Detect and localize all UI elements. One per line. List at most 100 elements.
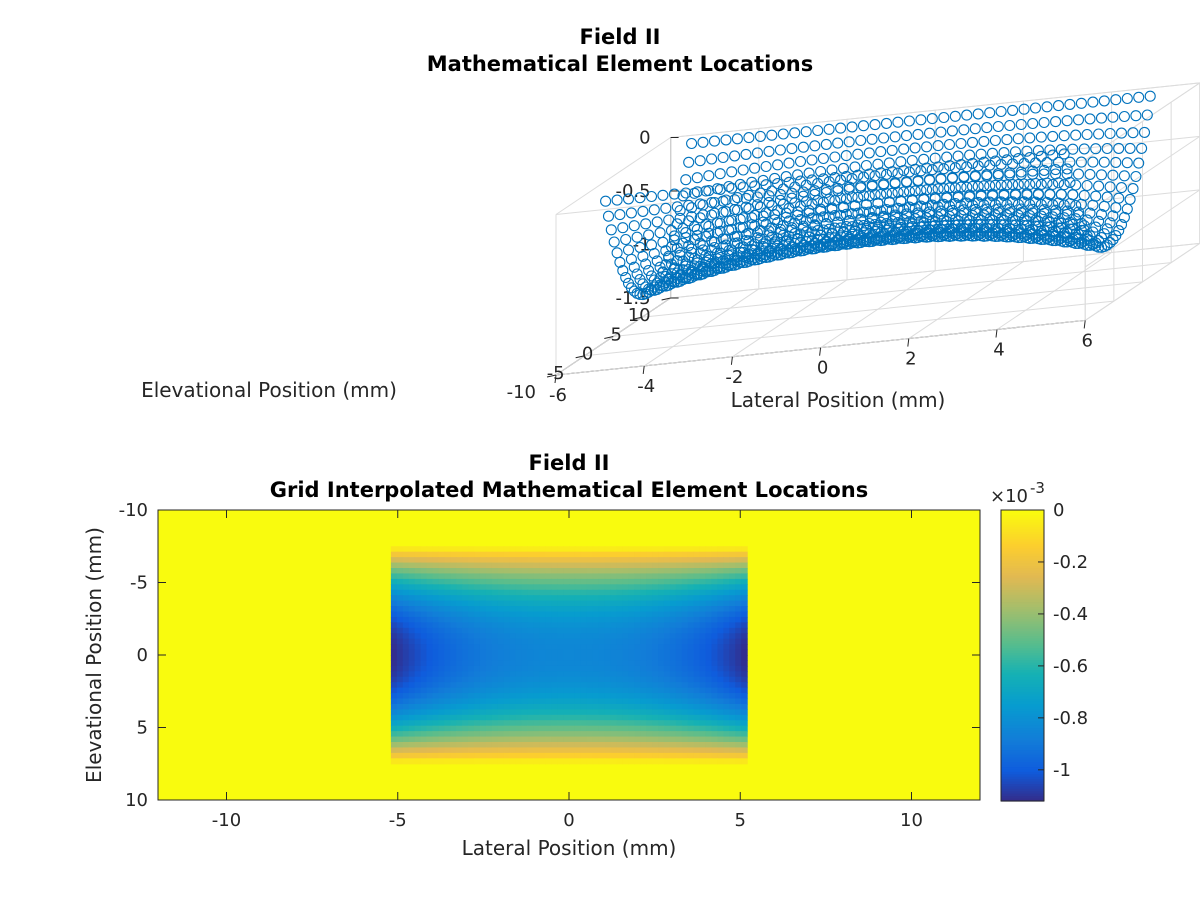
heatmap-cell [735, 578, 742, 585]
heatmap-cell [622, 562, 629, 569]
heatmap-cell [669, 671, 677, 678]
heatmap-cell [396, 758, 404, 765]
heatmap-cell [551, 627, 558, 634]
heatmap-cell [468, 703, 475, 710]
heatmap-cell [663, 622, 671, 629]
heatmap-cell [497, 578, 505, 585]
heatmap-cell [462, 709, 469, 716]
heatmap-cell [646, 676, 653, 683]
heatmap-cell [622, 638, 629, 645]
surface-marker [651, 277, 663, 289]
heatmap-cell [557, 649, 564, 656]
heatmap-cell [586, 742, 594, 749]
heatmap-cell [729, 606, 736, 613]
surface-marker [909, 163, 921, 175]
heatmap-cell [545, 758, 552, 765]
heatmap-cell [468, 665, 475, 672]
heatmap-cell [444, 589, 451, 596]
heatmap-cell [658, 709, 665, 716]
heatmap-cell [402, 606, 410, 613]
heatmap-cell [414, 742, 422, 749]
heatmap-cell [628, 562, 635, 569]
heatmap-cell [420, 633, 428, 640]
heatmap-cell [503, 693, 511, 700]
heatmap-cell [741, 742, 748, 749]
surface-marker [700, 249, 712, 262]
heatmap-cell [402, 676, 410, 683]
surface-marker [1090, 143, 1102, 155]
heatmap-cell [569, 687, 576, 694]
heatmap-cell [586, 546, 594, 553]
heatmap-cell [580, 660, 588, 667]
heatmap-cell [598, 687, 606, 694]
surface-marker [863, 147, 875, 159]
heatmap-cell [741, 584, 748, 591]
heatmap-cell [658, 595, 665, 602]
x-tick-mark [554, 374, 557, 384]
surface-marker [729, 194, 741, 206]
heatmap-cell [705, 600, 713, 607]
heatmap-cell [527, 682, 534, 689]
heatmap-cell [515, 589, 523, 596]
heatmap-cell [539, 633, 546, 640]
surface-marker [923, 173, 936, 185]
heatmap-cell [450, 606, 457, 613]
surface-marker [975, 148, 987, 160]
heatmap-cell [658, 714, 665, 721]
heatmap-cell [592, 551, 600, 558]
heatmap-cell [610, 551, 618, 558]
colorbar-band [1001, 573, 1044, 577]
heatmap-cell [503, 644, 511, 651]
heatmap-cell [646, 698, 653, 705]
heatmap-cell [462, 595, 469, 602]
surface-marker [984, 107, 996, 119]
heatmap-cell [432, 557, 439, 564]
heatmap-cell [551, 633, 558, 640]
heatmap-cell [663, 573, 671, 580]
surface-marker [984, 180, 996, 192]
heatmap-cell [545, 568, 552, 575]
heatmap-cell [468, 660, 475, 667]
heatmap-cell [521, 622, 529, 629]
heatmap-cell [402, 714, 410, 721]
heatmap-cell [462, 638, 469, 645]
heatmap-cell [569, 660, 576, 667]
heatmap-cell [628, 649, 635, 656]
surface-marker [1052, 156, 1065, 168]
heatmap-cell [479, 747, 487, 754]
heatmap-cell [574, 714, 582, 721]
heatmap-cell [681, 698, 689, 705]
heatmap-cell [390, 616, 398, 623]
heatmap-cell [497, 568, 505, 575]
heatmap-cell [396, 671, 404, 678]
heatmap-cell [586, 562, 594, 569]
heatmap-cell [634, 655, 641, 662]
heatmap-cell [580, 578, 588, 585]
surface-marker [1098, 156, 1110, 168]
heatmap-cell [586, 709, 594, 716]
heatmap-cell [414, 736, 422, 743]
heatmap-cell [414, 568, 422, 575]
colorbar: 0-0.2-0.4-0.6-0.8-1 ×10 -3 [990, 479, 1088, 802]
heatmap-cell [705, 736, 713, 743]
heatmap-cell [687, 562, 695, 569]
surface-marker [1007, 104, 1019, 116]
heatmap-cell [741, 557, 748, 564]
heatmap-cell [610, 731, 618, 738]
heatmap-cell [438, 747, 445, 754]
heatmap-cell [491, 600, 499, 607]
heatmap-cell [545, 687, 552, 694]
heatmap-cell [729, 720, 736, 727]
heatmap-cell [610, 622, 618, 629]
surface-marker [1101, 239, 1113, 251]
heatmap-cell [408, 627, 416, 634]
heatmap-cell [551, 714, 558, 721]
heatmap-cell [420, 595, 428, 602]
heatmap-cell [456, 551, 463, 558]
heatmap-cell [432, 709, 439, 716]
heatmap-cell [705, 557, 713, 564]
heatmap-cell [640, 698, 647, 705]
heatmap-cell [693, 584, 701, 591]
heatmap-cell [628, 611, 635, 618]
surface-marker [886, 166, 898, 178]
